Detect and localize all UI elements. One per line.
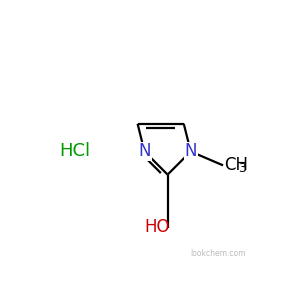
Text: lookchem.com: lookchem.com — [191, 249, 246, 258]
Text: N: N — [138, 142, 151, 160]
Text: N: N — [184, 142, 197, 160]
Text: CH: CH — [224, 156, 248, 174]
Text: HO: HO — [144, 218, 170, 236]
Text: 3: 3 — [238, 162, 246, 175]
Text: HCl: HCl — [60, 142, 91, 160]
